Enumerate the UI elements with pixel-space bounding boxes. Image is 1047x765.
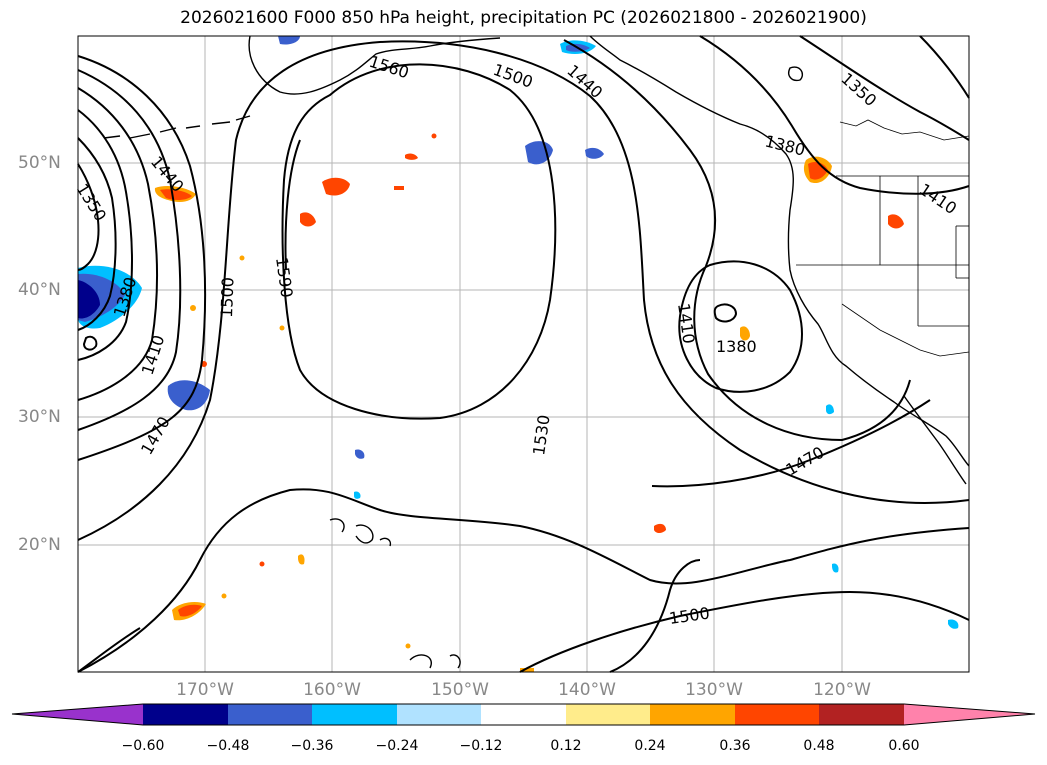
colorbar-tick-label: 0.48: [803, 738, 835, 754]
colorbar-tick-label: 0.12: [550, 738, 582, 754]
colorbar-bin: [397, 704, 481, 725]
colorbar-tick-label: −0.48: [206, 738, 250, 754]
colorbar-extend-right: [904, 704, 1035, 725]
map-title: 2026021600 F000 850 hPa height, precipit…: [180, 8, 867, 28]
colorbar-bin: [735, 704, 819, 725]
contour-label: 1380: [716, 337, 757, 356]
coastlines: [103, 35, 970, 669]
lon-label: 120°W: [813, 680, 871, 700]
height-contours: [77, 35, 970, 673]
colorbar-bin: [481, 704, 566, 725]
colorbar-bin: [650, 704, 735, 725]
colorbar-tick-label: −0.24: [375, 738, 419, 754]
colorbar: [11, 703, 1036, 726]
lon-label: 150°W: [431, 680, 489, 700]
colorbar-bin: [312, 704, 397, 725]
colorbar-tick-label: −0.36: [290, 738, 334, 754]
lon-label: 140°W: [558, 680, 616, 700]
lat-label: 40°N: [18, 280, 61, 300]
lon-label: 130°W: [685, 680, 743, 700]
map-frame-bg: [78, 36, 969, 672]
colorbar-bin: [228, 704, 312, 725]
lat-label: 20°N: [18, 535, 61, 555]
lon-label: 160°W: [303, 680, 361, 700]
map-border: [77, 35, 970, 673]
colorbar-extend-left: [12, 704, 143, 725]
colorbar-tick-label: 0.36: [719, 738, 751, 754]
lat-label: 50°N: [18, 153, 61, 173]
lon-label: 170°W: [176, 680, 234, 700]
contour-label: 1500: [217, 277, 237, 318]
colorbar-tick-label: 0.24: [634, 738, 666, 754]
colorbar-bin: [566, 704, 650, 725]
colorbar-bin: [819, 704, 904, 725]
colorbar-tick-label: −0.12: [459, 738, 503, 754]
colorbar-tick-label: −0.60: [121, 738, 165, 754]
colorbar-bin: [143, 704, 228, 725]
colorbar-tick-label: 0.60: [888, 738, 920, 754]
lat-label: 30°N: [18, 407, 61, 427]
graticule: [78, 36, 969, 672]
